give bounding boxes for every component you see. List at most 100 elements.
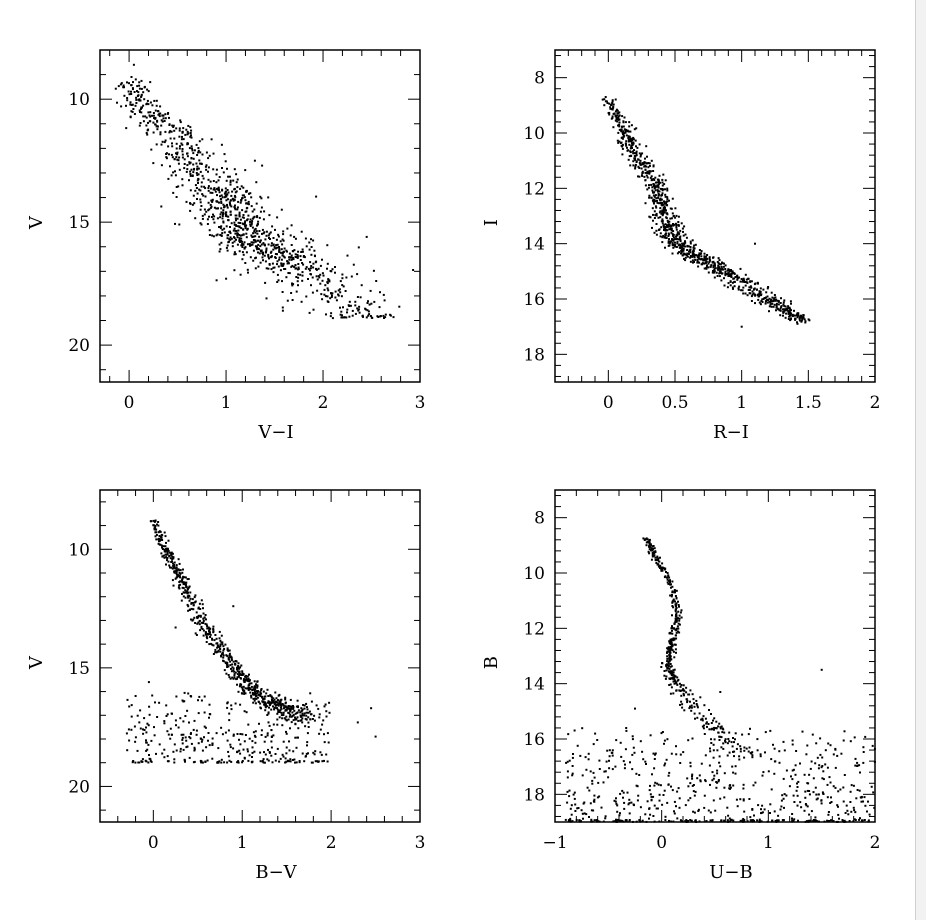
data-point: [812, 777, 815, 780]
data-point: [287, 262, 290, 265]
data-point: [275, 244, 278, 247]
data-point: [804, 320, 807, 323]
data-point: [782, 314, 784, 317]
data-point: [351, 309, 354, 312]
data-point: [653, 554, 656, 557]
data-point: [683, 225, 686, 228]
data-point: [264, 704, 267, 707]
data-point: [205, 618, 207, 621]
data-point: [267, 759, 270, 762]
data-point: [225, 277, 228, 280]
data-point: [624, 142, 627, 145]
data-point: [234, 214, 237, 217]
data-point: [631, 820, 634, 823]
data-point: [217, 761, 220, 764]
data-point: [149, 101, 152, 104]
data-point: [671, 238, 674, 241]
data-point: [666, 657, 669, 660]
data-point: [664, 575, 667, 578]
data-point: [156, 716, 159, 718]
data-point: [244, 692, 247, 695]
data-point: [230, 205, 233, 208]
data-point: [181, 143, 184, 146]
data-point: [738, 285, 741, 288]
data-point: [237, 761, 240, 764]
data-point: [250, 682, 253, 685]
data-point: [665, 669, 668, 672]
data-point: [655, 233, 658, 236]
data-point: [270, 250, 273, 253]
data-point: [310, 238, 312, 241]
data-point: [198, 695, 201, 698]
data-point: [648, 184, 650, 187]
data-point: [709, 811, 712, 814]
data-point: [761, 804, 764, 807]
data-point: [169, 727, 172, 730]
data-point: [743, 279, 745, 282]
data-point: [283, 268, 286, 270]
data-point: [165, 556, 168, 559]
data-point: [329, 315, 332, 318]
data-point: [175, 570, 178, 573]
data-point: [224, 160, 227, 163]
data-point: [228, 712, 231, 715]
data-point: [191, 147, 193, 150]
data-point: [791, 739, 794, 742]
data-point: [256, 691, 259, 694]
data-point: [378, 306, 381, 309]
data-point: [255, 683, 257, 686]
data-point: [160, 552, 163, 555]
data-point: [186, 155, 189, 158]
data-point: [253, 685, 256, 688]
data-point: [233, 227, 236, 230]
data-point: [638, 175, 641, 178]
data-point: [188, 736, 191, 738]
data-point: [868, 813, 871, 816]
data-point: [176, 158, 179, 161]
data-point: [712, 271, 715, 274]
data-point: [664, 226, 667, 229]
data-point: [731, 270, 734, 273]
data-point: [239, 677, 242, 679]
data-point: [123, 86, 125, 89]
data-point: [237, 221, 240, 224]
data-point: [758, 818, 761, 821]
data-point: [341, 316, 344, 319]
data-point: [192, 171, 195, 174]
data-point: [246, 687, 249, 690]
data-point: [689, 260, 692, 263]
data-point: [722, 728, 725, 731]
data-point: [270, 735, 273, 738]
data-point: [221, 217, 224, 220]
data-point: [616, 139, 619, 142]
data-point: [134, 695, 137, 697]
data-point: [305, 295, 308, 298]
data-point: [142, 120, 145, 123]
data-point: [294, 237, 297, 240]
data-point: [178, 562, 181, 565]
data-point: [281, 243, 284, 246]
data-point: [192, 194, 195, 197]
data-point: [679, 235, 682, 238]
data-point: [315, 704, 318, 707]
data-point: [289, 760, 292, 763]
data-point: [191, 203, 194, 206]
data-point: [199, 737, 202, 740]
data-point: [695, 821, 698, 823]
data-point: [742, 799, 745, 802]
data-point: [614, 765, 617, 768]
data-point: [281, 280, 283, 283]
data-point: [319, 751, 322, 754]
data-point: [680, 700, 683, 703]
data-point: [277, 711, 280, 714]
data-point: [633, 751, 636, 754]
data-point: [300, 230, 303, 233]
data-point: [284, 761, 287, 764]
data-point: [145, 116, 148, 119]
data-point: [765, 299, 768, 302]
data-point: [666, 651, 668, 654]
data-point: [261, 759, 264, 762]
data-point: [178, 569, 181, 572]
data-point: [652, 200, 655, 203]
data-point: [261, 251, 264, 254]
